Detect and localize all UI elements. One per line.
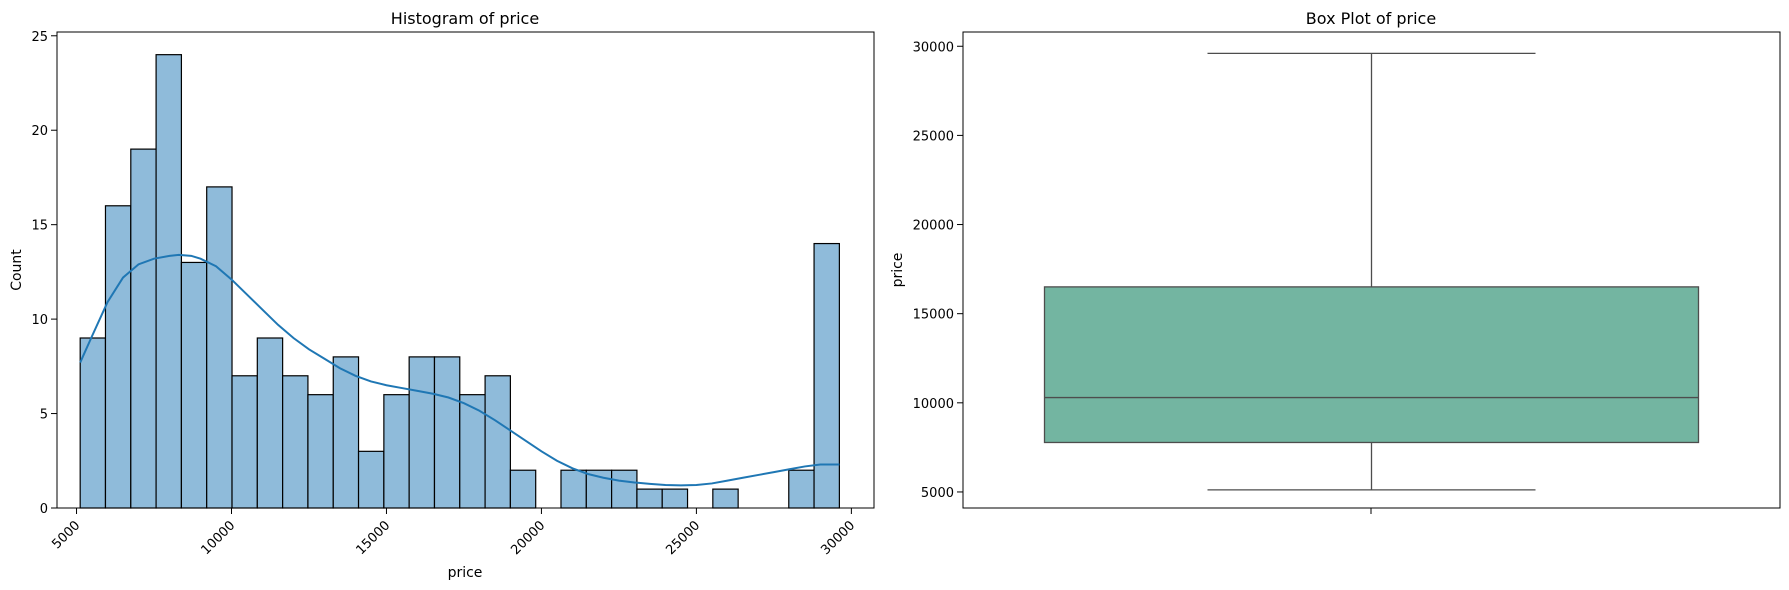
histogram-x-tick-label: 10000	[198, 518, 238, 558]
histogram-bar	[332, 356, 360, 509]
box-plot-y-tick-label: 10000	[913, 397, 954, 412]
box-plot-panel: Box Plot of price 5000 10000 15000 20000 250…	[890, 9, 1781, 514]
histogram-bar	[712, 488, 739, 509]
histogram-bar	[256, 337, 284, 509]
histogram-bar	[459, 394, 486, 509]
histogram-y-tick-label: 0	[40, 502, 48, 517]
histogram-bar	[560, 469, 587, 509]
box-plot-y-tick-label: 20000	[913, 219, 954, 234]
histogram-bar	[155, 54, 183, 509]
histogram-y-tick-label: 5	[40, 408, 48, 423]
histogram-bar	[79, 337, 107, 509]
histogram-bar	[636, 488, 663, 509]
histogram-y-tick-label: 10	[31, 313, 48, 328]
histogram-y-tick-label: 15	[31, 219, 48, 234]
histogram-bar	[206, 186, 233, 509]
box-plot-title: Box Plot of price	[1306, 9, 1436, 28]
histogram-y-axis-label: Count	[9, 249, 25, 291]
histogram-x-axis-label: price	[448, 565, 483, 581]
histogram-bar	[383, 394, 410, 509]
histogram-bar	[307, 394, 334, 509]
histogram-bar	[282, 375, 309, 509]
box-plot-y-axis-label: price	[890, 253, 906, 288]
histogram-bar	[408, 356, 436, 509]
box-plot-y-ticks: 5000 10000 15000 20000 25000 30000	[913, 40, 963, 501]
histogram-bar	[509, 469, 537, 509]
histogram-bar	[484, 375, 511, 509]
histogram-bar	[231, 375, 258, 509]
box-plot-elements	[1043, 52, 1700, 491]
histogram-bar	[357, 450, 385, 509]
histogram-axes-frame	[56, 31, 875, 509]
histogram-y-tick-label: 25	[31, 30, 48, 45]
histogram-bar	[433, 356, 461, 509]
box-plot-y-tick-label: 25000	[913, 129, 954, 144]
kde-curve	[79, 253, 840, 487]
box-plot-y-tick-label: 15000	[913, 308, 954, 323]
histogram-x-ticks: 5000 10000 15000 20000 25000 30000	[49, 508, 858, 558]
histogram-x-tick-label: 5000	[49, 518, 83, 552]
histogram-panel: Histogram of price 5000 10000 15000 20000 25…	[9, 9, 875, 581]
histogram-y-ticks: 0 5 10 15 20 25	[31, 30, 57, 517]
histogram-bars	[79, 54, 840, 509]
histogram-title: Histogram of price	[391, 9, 539, 28]
histogram-x-tick-label: 30000	[818, 518, 858, 558]
histogram-bar	[788, 469, 815, 509]
histogram-bar	[611, 469, 638, 509]
box-plot-y-tick-label: 30000	[913, 40, 954, 55]
histogram-bar	[104, 205, 132, 509]
histogram-x-tick-label: 25000	[663, 518, 703, 558]
box-plot-y-tick-label: 5000	[921, 486, 954, 501]
histogram-x-tick-label: 20000	[508, 518, 548, 558]
histogram-y-tick-label: 20	[31, 124, 48, 139]
box-plot-box	[1043, 286, 1700, 444]
histogram-bar	[813, 242, 840, 509]
histogram-bar	[130, 148, 157, 509]
histogram-bar	[661, 488, 689, 509]
histogram-bar	[180, 261, 208, 509]
histogram-x-tick-label: 15000	[353, 518, 393, 558]
